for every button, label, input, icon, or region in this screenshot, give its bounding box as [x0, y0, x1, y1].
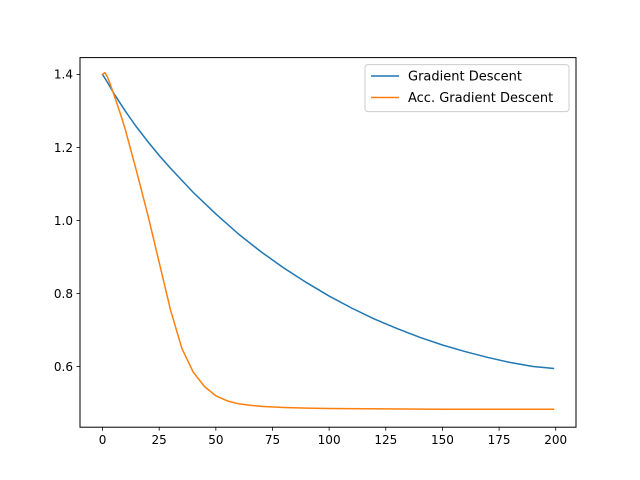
legend-label-gradient-descent: Gradient Descent [408, 70, 522, 85]
y-axis: 0.6 0.8 1.0 1.2 1.4 [54, 68, 80, 374]
y-tick-label-0-8: 0.8 [54, 287, 73, 301]
series-line-gradient-descent [101, 73, 555, 370]
legend-box [364, 64, 570, 113]
legend: Gradient Descent Acc. Gradient Descent [364, 64, 570, 113]
legend-label-acc-gradient-descent: Acc. Gradient Descent [408, 91, 553, 106]
x-tick-label-150: 150 [431, 433, 454, 447]
x-tick-label-50: 50 [208, 433, 223, 447]
y-tick-label-1-4: 1.4 [54, 68, 73, 82]
x-tick-label-175: 175 [488, 433, 511, 447]
x-tick-label-0: 0 [99, 433, 107, 447]
x-tick-label-25: 25 [152, 433, 167, 447]
x-tick-label-75: 75 [265, 433, 280, 447]
series-line-acc-gradient-descent [101, 71, 555, 411]
x-axis: 0 25 50 75 100 125 150 175 200 [99, 427, 567, 447]
x-tick-label-125: 125 [374, 433, 397, 447]
x-tick-label-200: 200 [544, 433, 567, 447]
y-tick-label-0-6: 0.6 [54, 360, 73, 374]
y-tick-label-1: 1.0 [54, 214, 73, 228]
plot-frame [79, 57, 577, 428]
x-tick-label-100: 100 [318, 433, 341, 447]
y-tick-label-1-2: 1.2 [54, 141, 73, 155]
series-layer [101, 71, 555, 411]
